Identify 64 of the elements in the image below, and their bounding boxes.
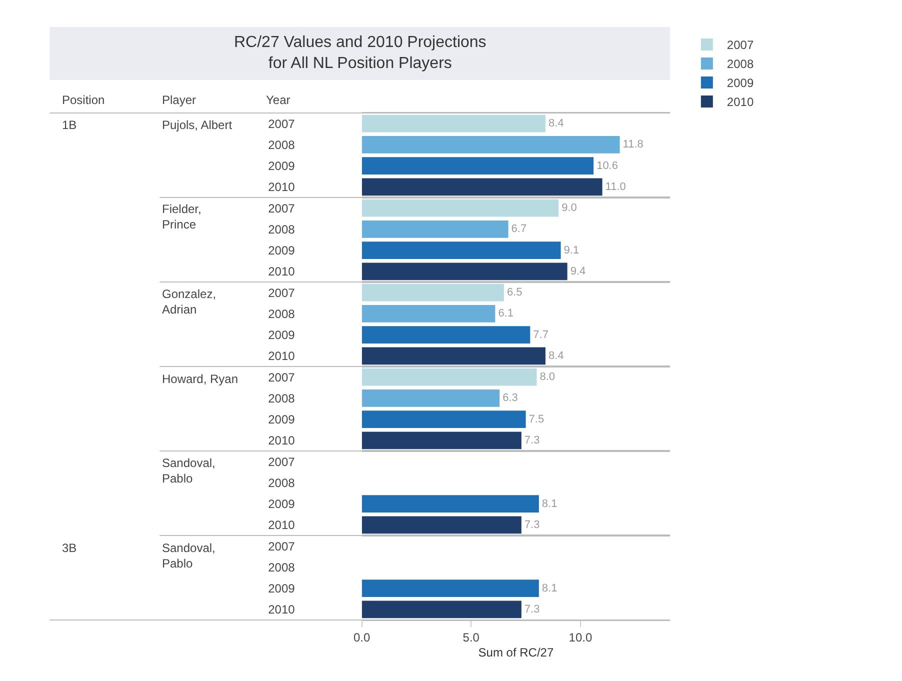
data-label: 7.3 <box>524 518 540 531</box>
y-axis-title: Gonzalez, Adrian <box>162 287 216 317</box>
data-label: 8.1 <box>542 498 558 510</box>
y-tick-label: 2010 <box>268 518 296 532</box>
text: Year <box>266 93 290 107</box>
y-axis-title: Howard, Ryan <box>162 372 238 386</box>
y-tick-label: 2010 <box>268 602 296 617</box>
y-tick-label: 2007 <box>268 116 296 131</box>
legend-label: 2010 <box>726 95 754 110</box>
y-tick-label: 2007 <box>268 539 296 554</box>
data-label: 7.5 <box>528 413 544 426</box>
x-tick-label: 0.0 <box>353 630 370 644</box>
data-label: 11.8 <box>622 138 644 151</box>
y-tick-label: 2007 <box>268 370 296 384</box>
data-label: 8.4 <box>548 350 564 362</box>
y-tick-label: 2008 <box>268 222 296 236</box>
legend-label: 2009 <box>726 76 754 90</box>
x-tick-label: 10.0 <box>568 630 592 644</box>
text: Player <box>162 93 196 107</box>
data-label: 7.7 <box>533 328 548 341</box>
text: Position <box>62 93 105 107</box>
y-tick-label: 2008 <box>268 138 296 152</box>
y-tick-label: 2008 <box>268 560 296 574</box>
data-label: 6.5 <box>506 286 522 299</box>
y-tick-label: 2010 <box>268 180 296 194</box>
y-tick-label: 2007 <box>268 454 296 469</box>
y-tick-label: 2009 <box>268 244 296 258</box>
y-tick-label: 2007 <box>268 201 296 216</box>
y-axis-title: Pujols, Albert <box>162 118 233 132</box>
y-axis-title: Sandoval, Pablo <box>162 541 216 571</box>
y-axis-title: Sandoval, Pablo <box>162 456 216 486</box>
y-tick-label: 2009 <box>268 582 296 596</box>
chart-title: RC/27 Values and 2010 Projections for All NL Position Players <box>234 34 486 72</box>
y-tick-label: 2010 <box>268 349 296 364</box>
data-label: 11.0 <box>605 180 626 193</box>
data-label: 8.0 <box>540 371 556 384</box>
y-tick-label: 2010 <box>268 264 296 279</box>
y-tick-label: 2009 <box>268 159 296 174</box>
data-label: 6.1 <box>498 308 514 320</box>
data-label: 6.7 <box>511 223 527 236</box>
y-tick-label: 2008 <box>268 306 296 321</box>
y-tick-label: 2008 <box>268 391 296 406</box>
y-tick-label: 2009 <box>268 497 296 512</box>
data-label: 8.1 <box>542 582 558 594</box>
text: 3B <box>62 541 77 555</box>
data-label: 10.6 <box>596 160 618 172</box>
text: 1B <box>62 118 77 132</box>
y-tick-label: 2008 <box>268 476 296 490</box>
data-label: 6.3 <box>502 392 518 404</box>
x-axis-title: Sum of RC/27 <box>478 645 554 660</box>
legend-label: 2008 <box>726 57 754 72</box>
data-label: 8.4 <box>548 118 564 130</box>
legend-label: 2007 <box>726 38 754 52</box>
data-label: 9.1 <box>564 244 580 256</box>
x-tick-label: 5.0 <box>462 630 480 644</box>
y-tick-label: 2009 <box>268 412 296 427</box>
data-label: 9.4 <box>570 265 586 278</box>
y-tick-label: 2009 <box>268 328 296 342</box>
y-axis-title: Fielder, Prince <box>162 202 202 232</box>
y-tick-label: 2007 <box>268 286 296 300</box>
data-label: 9.0 <box>562 202 577 214</box>
data-label: 7.3 <box>524 434 540 446</box>
data-label: 7.3 <box>524 603 540 616</box>
y-tick-label: 2010 <box>268 434 296 448</box>
